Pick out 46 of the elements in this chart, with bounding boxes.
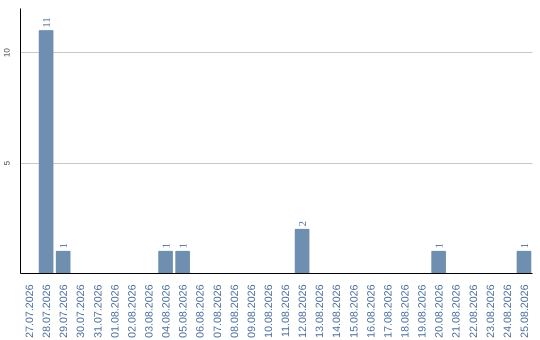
- x-tick-label: 15.08.2026: [348, 284, 360, 338]
- x-tick-label: 09.08.2026: [246, 284, 258, 338]
- x-tick-label: 07.08.2026: [212, 284, 224, 338]
- bar: [38, 30, 54, 274]
- data-label: 1: [520, 243, 531, 248]
- x-tick-label: 23.08.2026: [484, 284, 497, 338]
- x-tick-label: 02.08.2026: [126, 284, 138, 338]
- x-tick-label: 27.07.2026: [24, 284, 36, 338]
- x-tick-label: 21.08.2026: [450, 284, 463, 338]
- x-tick-label: 11.08.2026: [280, 284, 292, 338]
- y-tick-label: 10: [2, 48, 12, 58]
- x-tick-label: 29.07.2026: [58, 284, 70, 338]
- bar: [56, 250, 70, 274]
- data-label: 11: [42, 17, 54, 28]
- x-tick-label: 16.08.2026: [365, 284, 378, 338]
- x-tick-label: 08.08.2026: [228, 284, 241, 338]
- x-tick-label: 17.08.2026: [382, 284, 394, 338]
- x-tick-label: 12.08.2026: [297, 284, 310, 338]
- data-label: 2: [298, 221, 310, 226]
- x-tick-label: 04.08.2026: [160, 284, 173, 338]
- x-tick-label: 24.08.2026: [502, 284, 514, 338]
- x-tick-label: 19.08.2026: [416, 284, 429, 338]
- x-tick-label: 10.08.2026: [262, 284, 275, 338]
- data-label: 1: [162, 243, 173, 248]
- x-tick-label: 05.08.2026: [178, 284, 190, 338]
- bar: [516, 250, 532, 274]
- x-tick-label: 03.08.2026: [144, 284, 156, 338]
- bar: [158, 250, 173, 274]
- x-tick-label: 22.08.2026: [468, 284, 480, 338]
- x-tick-label: 01.08.2026: [109, 284, 122, 338]
- x-tick-label: 25.08.2026: [518, 284, 531, 338]
- y-tick-label: 5: [2, 160, 12, 166]
- bar: [294, 228, 310, 274]
- x-tick-label: 13.08.2026: [314, 284, 326, 338]
- x-tick-label: 18.08.2026: [400, 284, 412, 338]
- x-tick-label: 06.08.2026: [194, 284, 207, 338]
- x-tick-label: 31.07.2026: [92, 284, 104, 338]
- data-label: 1: [434, 243, 446, 248]
- data-label: 1: [59, 243, 70, 248]
- bar: [175, 250, 190, 274]
- x-tick-label: 30.07.2026: [75, 284, 88, 338]
- data-label: 1: [178, 243, 190, 248]
- x-tick-label: 14.08.2026: [331, 284, 344, 338]
- x-tick-label: 20.08.2026: [434, 284, 446, 338]
- x-tick-label: 28.07.2026: [41, 284, 54, 338]
- bar: [431, 250, 446, 274]
